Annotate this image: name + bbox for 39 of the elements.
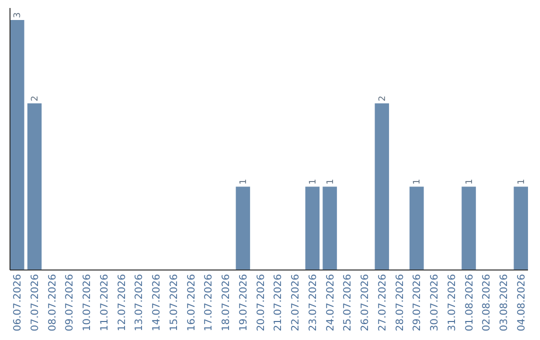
x-tick-label: 04.08.2026 xyxy=(516,274,528,332)
x-tick-label: 25.07.2026 xyxy=(342,274,354,332)
x-tick-label: 15.07.2026 xyxy=(168,274,180,332)
x-tick-label: 28.07.2026 xyxy=(394,274,406,332)
x-tick-label: 14.07.2026 xyxy=(152,274,163,332)
data-label: 1 xyxy=(326,178,336,185)
x-tick-label: 12.07.2026 xyxy=(116,274,128,332)
data-label: 2 xyxy=(30,96,40,102)
x-tick-label: 26.07.2026 xyxy=(360,274,372,332)
x-tick-label: 30.07.2026 xyxy=(430,274,441,332)
x-tick-label: 06.07.2026 xyxy=(12,274,24,332)
data-label: 2 xyxy=(378,96,388,102)
x-tick-label: 23.07.2026 xyxy=(308,274,319,332)
x-tick-label: 03.08.2026 xyxy=(499,274,510,332)
x-tick-label: 10.07.2026 xyxy=(82,274,94,332)
x-tick-label: 02.08.2026 xyxy=(482,274,493,332)
x-tick-label: 18.07.2026 xyxy=(221,274,232,332)
x-tick-label: 16.07.2026 xyxy=(186,274,198,332)
x-tick-label: 29.07.2026 xyxy=(412,274,424,332)
x-tick-label: 27.07.2026 xyxy=(377,274,388,332)
x-tick-label: 19.07.2026 xyxy=(238,274,250,332)
x-tick-label: 31.07.2026 xyxy=(446,274,458,332)
x-tick-label: 21.07.2026 xyxy=(273,274,284,332)
x-tick-label: 07.07.2026 xyxy=(30,274,41,332)
x-tick-label: 08.07.2026 xyxy=(47,274,58,332)
data-label: 1 xyxy=(238,178,249,185)
x-tick-label: 11.07.2026 xyxy=(99,274,110,332)
data-label: 1 xyxy=(516,178,527,185)
x-tick-label: 22.07.2026 xyxy=(290,274,302,332)
x-tick-label: 17.07.2026 xyxy=(204,274,215,332)
x-tick-label: 01.08.2026 xyxy=(464,274,476,332)
x-tick-label: 13.07.2026 xyxy=(134,274,146,332)
data-label: 3 xyxy=(13,12,24,18)
x-tick-label: 24.07.2026 xyxy=(325,274,336,332)
data-label: 1 xyxy=(308,178,318,185)
data-label: 1 xyxy=(464,178,475,185)
data-label: 1 xyxy=(412,178,423,185)
x-tick-label: 09.07.2026 xyxy=(64,274,76,332)
x-tick-label: 20.07.2026 xyxy=(256,274,267,332)
